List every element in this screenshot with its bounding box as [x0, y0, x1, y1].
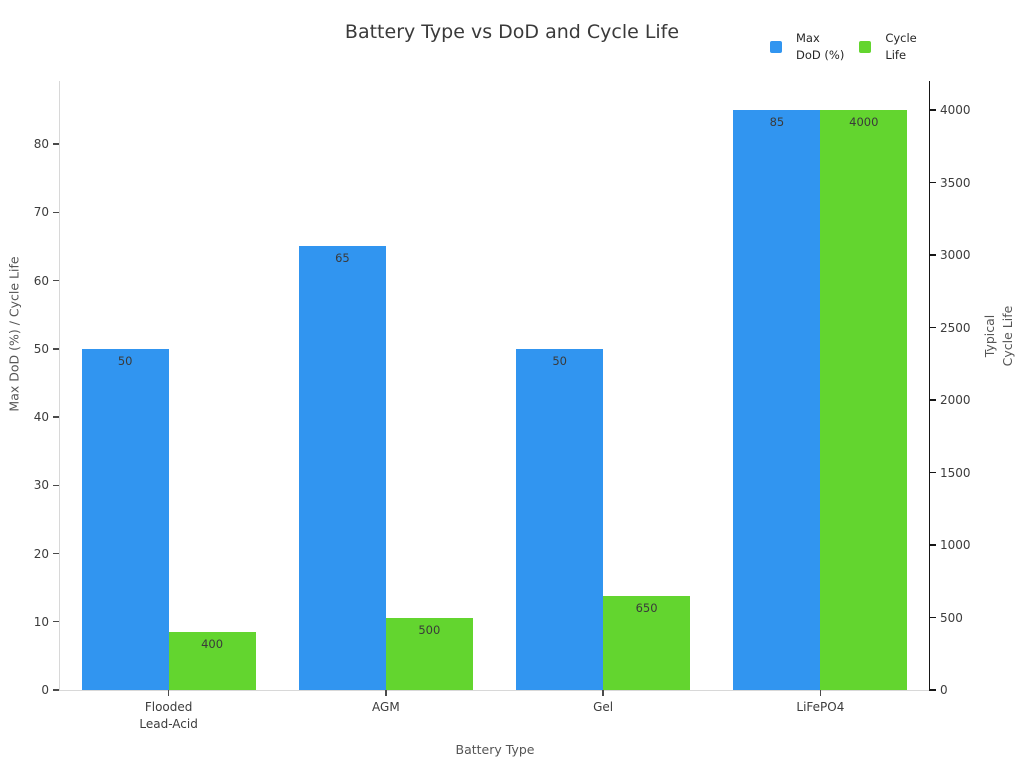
- y-axis-tick-right: [930, 326, 936, 329]
- y-axis-tick-label-right: 1500: [940, 465, 971, 480]
- x-axis-tick-label-line: Gel: [593, 700, 614, 714]
- y-axis-tick-label-right: 500: [940, 610, 963, 625]
- x-axis-tick-label-line: Lead-Acid: [139, 717, 198, 731]
- chart-title: Battery Type vs DoD and Cycle Life: [344, 21, 680, 43]
- bar-max-dod-lifepo4: [733, 110, 821, 690]
- y-axis-tick-label-right: 2500: [940, 320, 971, 335]
- y-axis-tick-label-left: 40: [33, 410, 49, 425]
- y-axis-label-right: Typical Cycle Life: [981, 306, 1017, 367]
- legend-label-cycle-life-line1: Cycle: [885, 31, 917, 45]
- x-axis-tick-label-gel: Gel: [513, 699, 693, 716]
- left-axis-spine: [59, 81, 60, 690]
- bar-value-label-max-dod-agm: 65: [335, 251, 350, 266]
- y-axis-tick-label-left: 10: [33, 614, 49, 629]
- y-axis-tick-right: [930, 616, 936, 619]
- bar-value-label-max-dod-lifepo4: 85: [769, 115, 785, 129]
- bar-max-dod-gel: [516, 348, 604, 690]
- legend-label-max-dod-line2: DoD (%): [796, 48, 845, 62]
- y-axis-tick-right: [930, 544, 936, 546]
- x-axis-label: Battery Type: [455, 742, 535, 757]
- y-axis-tick-left: [53, 211, 59, 214]
- y-axis-tick-label-right: 0: [940, 683, 948, 697]
- right-axis-spine: [929, 81, 931, 691]
- y-axis-tick-label-right: 3000: [940, 248, 971, 262]
- x-axis-tick: [819, 690, 822, 696]
- y-axis-tick-label-left: 60: [33, 273, 49, 288]
- y-axis-tick-label-right: 4000: [940, 103, 971, 117]
- legend: Max DoD (%) Cycle Life: [770, 30, 917, 64]
- x-axis-tick-label-line: AGM: [372, 700, 400, 714]
- y-axis-tick-label-left: 70: [33, 205, 49, 220]
- legend-label-max-dod: Max DoD (%): [796, 30, 844, 64]
- y-axis-tick-label-left: 20: [33, 546, 49, 561]
- y-axis-tick-left: [53, 621, 59, 623]
- y-axis-tick-label-left: 0: [41, 683, 49, 697]
- bar-value-label-cycle-life-lifepo4: 4000: [849, 115, 879, 129]
- bar-value-label-cycle-life-agm: 500: [418, 622, 441, 637]
- y-axis-tick-left: [53, 143, 59, 145]
- x-axis-tick: [167, 690, 170, 696]
- y-axis-tick-label-right: 3500: [940, 175, 971, 190]
- bar-cycle-life-flooded-lead-acid: [168, 632, 256, 690]
- x-axis-tick: [385, 690, 387, 696]
- y-axis-tick-left: [53, 484, 59, 486]
- legend-swatch-cycle-life-icon: [859, 41, 872, 53]
- x-axis-tick-label-agm: AGM: [296, 699, 476, 716]
- bar-value-label-cycle-life-gel: 650: [635, 600, 658, 615]
- bottom-axis-spine: [59, 690, 929, 692]
- y-axis-tick-label-right: 2000: [940, 393, 971, 407]
- y-axis-tick-left: [53, 689, 59, 691]
- x-axis-tick-label-line: LiFePO4: [796, 700, 845, 714]
- y-axis-tick-right: [930, 254, 936, 256]
- x-axis-tick-label-flooded-lead-acid: Flooded Lead-Acid: [79, 699, 259, 733]
- bar-cycle-life-agm: [385, 617, 473, 690]
- y-axis-tick-left: [53, 279, 59, 282]
- y-axis-tick-right: [930, 689, 936, 691]
- y-axis-tick-right: [930, 399, 936, 401]
- legend-label-cycle-life: Cycle Life: [885, 30, 916, 64]
- bar-value-label-max-dod-flooded-lead-acid: 50: [117, 353, 133, 368]
- y-axis-tick-left: [53, 552, 59, 555]
- y-axis-label-right-line2: Cycle Life: [1000, 305, 1015, 367]
- bar-value-label-cycle-life-flooded-lead-acid: 400: [201, 637, 224, 651]
- bar-max-dod-agm: [298, 246, 386, 690]
- y-axis-tick-label-left: 80: [33, 137, 49, 152]
- y-axis-tick-left: [53, 416, 59, 418]
- bar-cycle-life-gel: [603, 595, 691, 690]
- y-axis-tick-label-right: 1000: [940, 538, 971, 552]
- y-axis-tick-right: [930, 471, 936, 474]
- legend-swatch-max-dod-icon: [770, 41, 782, 53]
- legend-entry-max-dod: Max DoD (%): [770, 30, 844, 64]
- bar-value-label-max-dod-gel: 50: [552, 353, 567, 368]
- y-axis-tick-right: [930, 109, 936, 111]
- x-axis-tick-label-lifepo4: LiFePO4: [730, 699, 910, 716]
- y-axis-label-right-line1: Typical: [982, 314, 997, 358]
- y-axis-tick-left: [53, 348, 59, 350]
- legend-label-max-dod-line1: Max: [796, 31, 820, 45]
- legend-entry-cycle-life: Cycle Life: [859, 30, 917, 64]
- bar-max-dod-flooded-lead-acid: [81, 348, 169, 690]
- x-axis-tick: [602, 690, 604, 696]
- bar-cycle-life-lifepo4: [820, 110, 908, 690]
- legend-label-cycle-life-line2: Life: [885, 48, 907, 62]
- x-axis-tick-label-line: Flooded: [144, 700, 193, 714]
- y-axis-tick-label-left: 30: [33, 478, 49, 493]
- y-axis-tick-right: [930, 181, 936, 184]
- y-axis-tick-label-left: 50: [33, 341, 49, 356]
